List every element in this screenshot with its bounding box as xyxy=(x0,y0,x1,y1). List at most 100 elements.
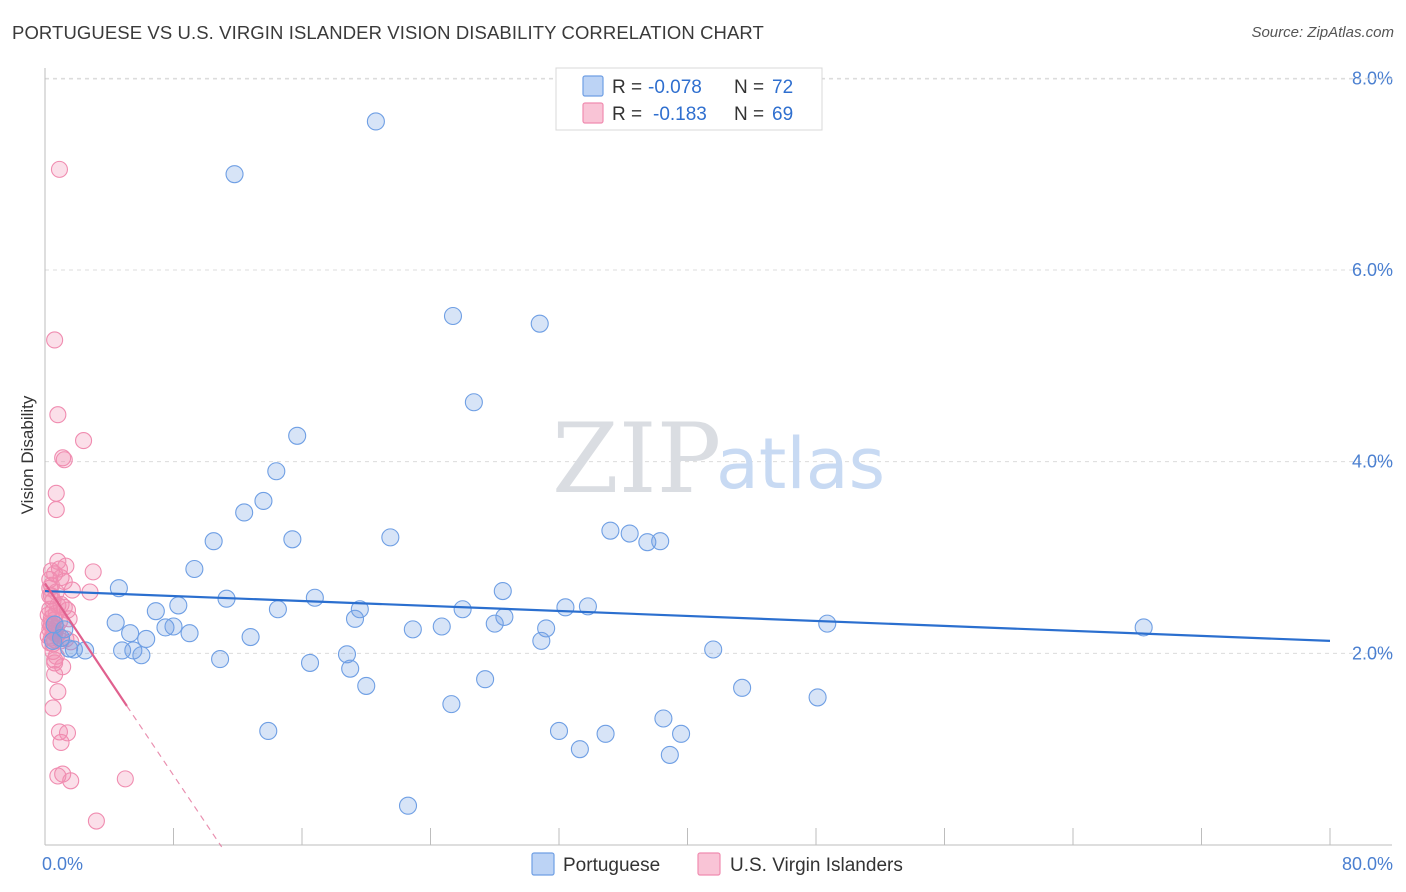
portuguese-point xyxy=(164,617,183,636)
portuguese-point xyxy=(241,627,260,647)
virgin-point xyxy=(46,665,64,683)
portuguese-point xyxy=(350,600,369,619)
portuguese-point xyxy=(549,721,569,741)
axes: 0.0% 80.0% xyxy=(42,68,1393,874)
portuguese-point xyxy=(366,112,385,131)
portuguese-point xyxy=(283,530,302,549)
portuguese-point xyxy=(398,796,418,815)
virgin-point xyxy=(50,560,69,578)
portuguese-point xyxy=(530,314,549,333)
virgin-trend-line xyxy=(44,582,128,707)
portuguese-point xyxy=(268,600,287,619)
portuguese-point xyxy=(204,532,223,551)
virgin-point xyxy=(49,683,67,701)
portuguese-point xyxy=(169,596,188,615)
portuguese-point xyxy=(341,659,360,678)
portuguese-point xyxy=(403,620,422,639)
portuguese-point xyxy=(596,724,615,743)
y-tick-label-6: 6.0% xyxy=(1352,260,1393,280)
x-tick-label-80: 80.0% xyxy=(1342,854,1393,874)
portuguese-point xyxy=(638,533,657,552)
portuguese-point xyxy=(532,631,551,650)
legend-label-portuguese: Portuguese xyxy=(563,855,660,876)
portuguese-point xyxy=(225,165,244,184)
y-axis-title: Vision Disability xyxy=(18,395,37,514)
chart-source: Source: ZipAtlas.com xyxy=(1251,24,1394,41)
portuguese-point xyxy=(137,629,156,649)
portuguese-point xyxy=(556,598,575,617)
legend-n-value-1: 72 xyxy=(772,77,793,98)
virgin-point xyxy=(58,724,77,742)
virgin-point xyxy=(116,770,134,788)
legend-swatch-portuguese xyxy=(582,75,604,97)
portuguese-point xyxy=(43,631,63,650)
y-tick-label-8: 8.0% xyxy=(1352,68,1393,88)
portuguese-point xyxy=(300,653,320,672)
portuguese-point xyxy=(381,528,400,547)
portuguese-point xyxy=(442,695,461,714)
legend-label-virgin: U.S. Virgin Islanders xyxy=(730,855,903,876)
virgin-point xyxy=(46,331,64,349)
legend-n-label-2: N = xyxy=(734,104,764,125)
portuguese-point xyxy=(55,620,74,639)
portuguese-point xyxy=(651,532,670,551)
chart-title: PORTUGUESE VS U.S. VIRGIN ISLANDER VISIO… xyxy=(12,22,764,43)
portuguese-point xyxy=(288,426,307,445)
virgin-point xyxy=(62,772,80,790)
y-tick-label-2: 2.0% xyxy=(1352,643,1393,663)
trend-lines xyxy=(44,582,1331,848)
legend-r-label-1: R = xyxy=(612,77,642,98)
legend-r-label-2: R = xyxy=(612,104,642,125)
virgin-point xyxy=(87,812,105,830)
watermark-atlas-text: atlas xyxy=(716,423,885,505)
virgin-point xyxy=(41,570,59,589)
legend-swatch-virgin-bottom xyxy=(697,852,721,876)
virgin-point xyxy=(49,406,67,424)
watermark: ZIP atlas xyxy=(552,403,885,515)
portuguese-point xyxy=(185,559,204,579)
virgin-point xyxy=(55,451,73,469)
portuguese-point xyxy=(357,676,376,695)
portuguese-point xyxy=(106,613,125,632)
legend-stats: R = -0.078 N = 72 R = -0.183 N = 69 xyxy=(555,67,823,131)
portuguese-point xyxy=(601,521,620,540)
portuguese-point xyxy=(443,306,463,326)
portuguese-point xyxy=(808,688,827,707)
legend-swatch-virgin xyxy=(582,102,604,124)
portuguese-point xyxy=(476,670,495,689)
portuguese-point xyxy=(211,650,230,669)
x-tick-label-0: 0.0% xyxy=(42,854,83,874)
portuguese-point xyxy=(1134,618,1153,637)
virgin-point xyxy=(50,160,69,178)
legend-r-value-1: -0.078 xyxy=(648,77,702,98)
gridlines: 2.0% 4.0% 6.0% 8.0% xyxy=(45,68,1393,663)
virgin-point xyxy=(44,699,62,717)
legend-r-value-2: -0.183 xyxy=(653,104,707,125)
virgin-point xyxy=(52,733,70,752)
portuguese-point xyxy=(259,721,278,741)
portuguese-point xyxy=(132,646,151,665)
watermark-zip-text: ZIP xyxy=(552,403,721,515)
portuguese-point xyxy=(180,624,199,643)
portuguese-point xyxy=(121,624,140,643)
portuguese-point xyxy=(432,617,451,636)
virgin-point xyxy=(47,484,65,502)
portuguese-point xyxy=(818,614,837,633)
legend-swatch-portuguese-bottom xyxy=(531,852,555,876)
portuguese-point xyxy=(620,524,639,543)
legend-n-value-2: 69 xyxy=(772,104,793,125)
series-virgin-islanders xyxy=(39,160,134,830)
virgin-point xyxy=(47,501,65,519)
portuguese-point xyxy=(267,462,286,481)
portuguese-point xyxy=(704,640,723,659)
series-portuguese xyxy=(43,112,1153,815)
portuguese-point xyxy=(672,724,691,743)
portuguese-point xyxy=(493,581,512,601)
virgin-point xyxy=(75,432,93,450)
portuguese-point xyxy=(109,579,128,598)
portuguese-point xyxy=(660,745,679,764)
legend-series: Portuguese U.S. Virgin Islanders xyxy=(531,852,903,876)
portuguese-point xyxy=(45,615,64,634)
portuguese-point xyxy=(337,645,357,664)
